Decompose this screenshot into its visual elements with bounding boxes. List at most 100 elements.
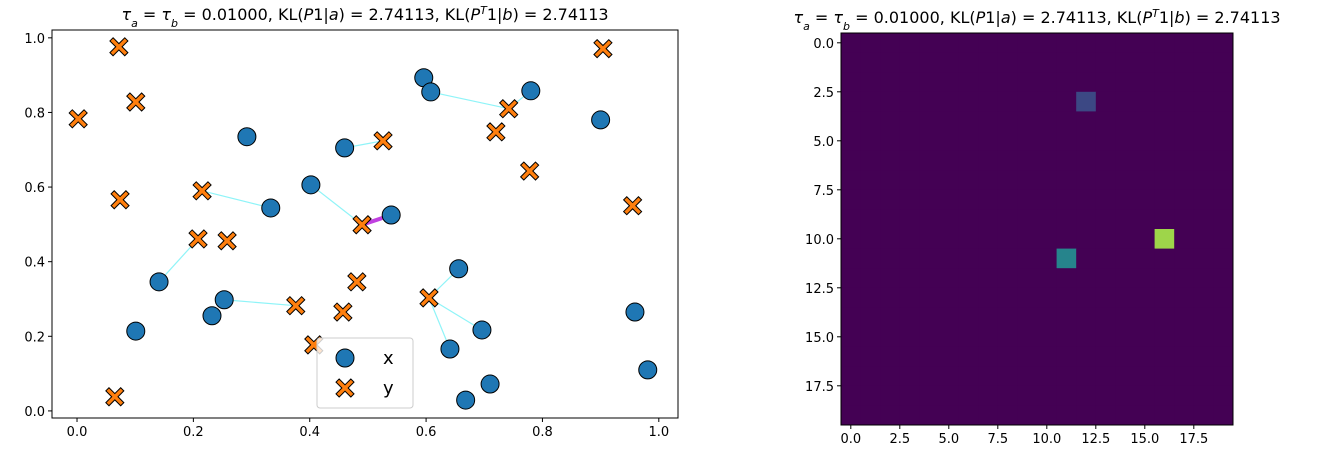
heatmap-cell (978, 131, 999, 151)
heatmap-cell (1056, 405, 1077, 426)
x-marker (333, 302, 353, 322)
x-tick-label: 17.5 (1179, 432, 1208, 447)
heatmap-cell (1037, 131, 1057, 151)
heatmap-cell (1115, 229, 1136, 249)
heatmap-cell (939, 170, 959, 191)
heatmap-cell (899, 268, 920, 289)
circle-marker (237, 127, 257, 147)
heatmap-cell (1193, 287, 1214, 308)
title-part: T (480, 4, 488, 17)
heatmap-cell (919, 72, 940, 93)
heatmap-cell (997, 150, 1018, 171)
heatmap-cell (958, 385, 979, 406)
heatmap-cell (1135, 248, 1155, 269)
heatmap-cell (899, 327, 920, 347)
title-part: = 0.01000, KL( (850, 8, 976, 27)
heatmap-cell (880, 248, 901, 269)
heatmap-cell (1135, 131, 1155, 151)
heatmap-cell (841, 150, 861, 171)
heatmap-cell (1017, 189, 1038, 210)
heatmap-cell (1154, 248, 1175, 269)
title-part: a (803, 20, 810, 33)
heatmap-cell (978, 33, 999, 53)
heatmap-cell (1135, 366, 1155, 387)
heatmap-cell (880, 287, 901, 308)
heatmap-cell (997, 111, 1018, 132)
heatmap-cell (860, 131, 881, 151)
heatmap-cell (1017, 72, 1038, 93)
heatmap-cell (1095, 287, 1116, 308)
heatmap-cell (899, 405, 920, 426)
heatmap-cell (1115, 33, 1136, 53)
y-tick-label: 17.5 (805, 380, 834, 395)
heatmap-cell (997, 405, 1018, 426)
heatmap-cell (1056, 385, 1077, 406)
heatmap-cell (860, 229, 881, 249)
heatmap-cell (939, 72, 959, 93)
heatmap-cell (1076, 287, 1097, 308)
heatmap-cell (1213, 150, 1234, 171)
heatmap-cell (1017, 366, 1038, 387)
circle-marker (456, 390, 476, 410)
heatmap-cell (1115, 111, 1136, 132)
heatmap-cell (1154, 170, 1175, 191)
x-tick-label: 7.5 (987, 432, 1008, 447)
heatmap-cell (1076, 385, 1097, 406)
title-part: a (329, 5, 339, 24)
heatmap-cell (958, 33, 979, 53)
heatmap-cell (1017, 385, 1038, 406)
heatmap-cell (1174, 91, 1195, 112)
heatmap-cell (1056, 170, 1077, 191)
heatmap-cell (978, 327, 999, 347)
heatmap-cell (919, 405, 940, 426)
title-part: ) = 2.74113 (513, 5, 609, 24)
heatmap-cell (1135, 327, 1155, 347)
heatmap-cell (978, 170, 999, 191)
heatmap-cell (1037, 229, 1057, 249)
heatmap-cell (899, 385, 920, 406)
heatmap-cell (1056, 131, 1077, 151)
heatmap-cell (939, 385, 959, 406)
circle-marker (381, 205, 401, 225)
heatmap-cell (1095, 150, 1116, 171)
heatmap-cell (919, 327, 940, 347)
heatmap-cell (880, 150, 901, 171)
heatmap-cell (958, 150, 979, 171)
heatmap-cell (939, 33, 959, 53)
heatmap-cell (958, 72, 979, 93)
heatmap-cell (880, 91, 901, 112)
circle-marker (472, 320, 492, 340)
heatmap-cell (1135, 170, 1155, 191)
heatmap-cell (1154, 131, 1175, 151)
heatmap-cell (860, 111, 881, 132)
heatmap-cell (1056, 346, 1077, 367)
title-part: 1| (985, 8, 1001, 27)
heatmap-cell (1213, 405, 1234, 426)
heatmap-cell (1174, 111, 1195, 132)
heatmap-cell (899, 366, 920, 387)
circle-marker (149, 272, 169, 292)
heatmap-cell (997, 287, 1018, 308)
heatmap-cell (1115, 72, 1136, 93)
y-tick-label: 10.0 (805, 233, 834, 248)
y-tick-label: 2.5 (813, 86, 834, 101)
heatmap-cell (1076, 346, 1097, 367)
heatmap-cell (1154, 268, 1175, 289)
title-part: = (138, 5, 162, 24)
heatmap-cell (978, 268, 999, 289)
heatmap-cell (899, 131, 920, 151)
heatmap-cell (1095, 307, 1116, 328)
heatmap-cell (880, 189, 901, 210)
circle-marker (638, 360, 658, 380)
heatmap-cell (1115, 248, 1136, 269)
heatmap-cell (939, 307, 959, 328)
heatmap-cell (978, 52, 999, 73)
legend-text: x (383, 348, 394, 369)
y-tick-label: 0.4 (24, 256, 45, 271)
heatmap-cell (880, 111, 901, 132)
x-marker (110, 190, 130, 210)
circle-marker (214, 290, 234, 310)
circle-marker (335, 138, 355, 158)
heatmap-cell (958, 346, 979, 367)
